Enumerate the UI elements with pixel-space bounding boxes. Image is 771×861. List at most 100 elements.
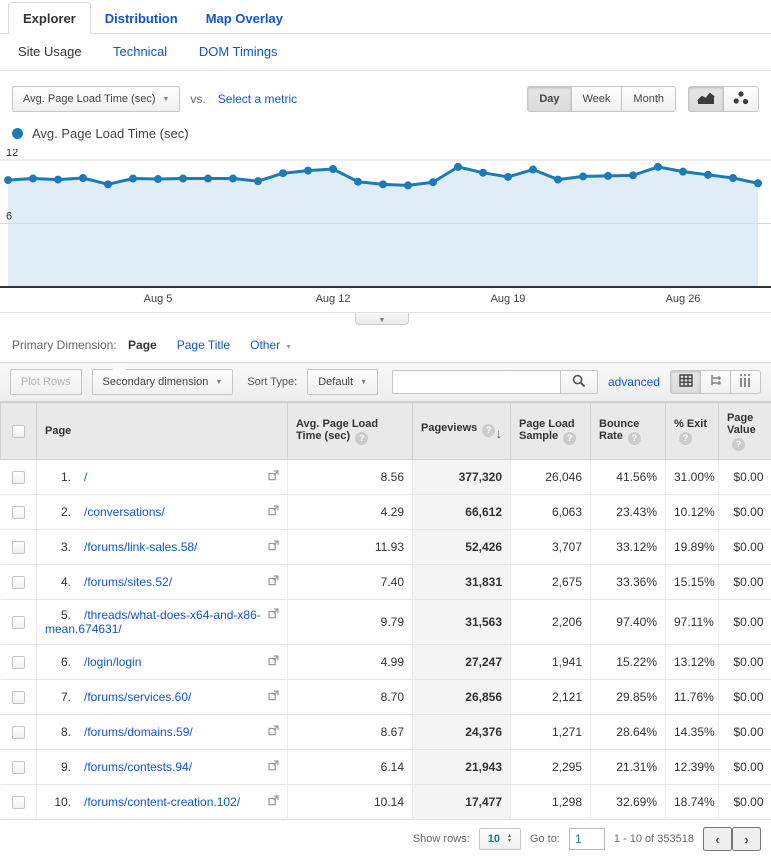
page-link[interactable]: /forums/domains.59/ <box>84 725 193 739</box>
column-header-bounce[interactable]: Bounce Rate? <box>591 403 666 460</box>
data-point[interactable] <box>754 179 762 187</box>
external-link-icon[interactable] <box>268 470 279 484</box>
row-checkbox[interactable] <box>12 761 25 774</box>
row-checkbox[interactable] <box>12 796 25 809</box>
data-point[interactable] <box>629 171 637 179</box>
external-link-icon[interactable] <box>268 655 279 669</box>
row-checkbox[interactable] <box>12 471 25 484</box>
tab-map-overlay[interactable]: Map Overlay <box>192 3 297 33</box>
select-metric-link[interactable]: Select a metric <box>218 92 297 106</box>
data-point[interactable] <box>204 175 212 183</box>
data-point[interactable] <box>604 172 612 180</box>
row-checkbox[interactable] <box>12 541 25 554</box>
motion-chart-view-button[interactable] <box>723 86 759 112</box>
search-button[interactable] <box>560 370 598 394</box>
chart-collapse-button[interactable]: ▼ <box>355 313 409 325</box>
external-link-icon[interactable] <box>268 795 279 809</box>
previous-page-button[interactable]: ‹ <box>703 827 732 851</box>
column-header-avg_load[interactable]: Avg. Page Load Time (sec)? <box>288 403 413 460</box>
page-link[interactable]: /forums/services.60/ <box>84 690 191 704</box>
row-checkbox[interactable] <box>12 576 25 589</box>
next-page-button[interactable]: › <box>732 827 761 851</box>
row-checkbox[interactable] <box>12 656 25 669</box>
help-icon[interactable]: ? <box>732 438 745 451</box>
subnav-technical[interactable]: Technical <box>113 44 167 59</box>
data-point[interactable] <box>554 176 562 184</box>
search-input[interactable] <box>392 370 560 394</box>
help-icon[interactable]: ? <box>355 432 368 445</box>
secondary-dimension-dropdown[interactable]: Secondary dimension ▼ <box>92 369 234 395</box>
row-checkbox[interactable] <box>12 726 25 739</box>
granularity-day-button[interactable]: Day <box>527 86 571 112</box>
external-link-icon[interactable] <box>268 725 279 739</box>
page-link[interactable]: /forums/link-sales.58/ <box>84 540 197 554</box>
subnav-site-usage[interactable]: Site Usage <box>18 44 82 59</box>
metric-selector-dropdown[interactable]: Avg. Page Load Time (sec) ▼ <box>12 86 180 112</box>
dimension-page-title[interactable]: Page Title <box>177 338 230 352</box>
help-icon[interactable]: ? <box>628 432 641 445</box>
tab-distribution[interactable]: Distribution <box>91 3 192 33</box>
data-point[interactable] <box>54 176 62 184</box>
dimension-page[interactable]: Page <box>128 338 157 352</box>
data-point[interactable] <box>429 178 437 186</box>
page-link[interactable]: /forums/sites.52/ <box>84 575 172 589</box>
data-point[interactable] <box>729 174 737 182</box>
column-header-exit[interactable]: % Exit? <box>666 403 719 460</box>
plot-rows-button[interactable]: Plot Rows <box>10 369 82 395</box>
external-link-icon[interactable] <box>268 540 279 554</box>
data-point[interactable] <box>404 181 412 189</box>
help-icon[interactable]: ? <box>563 432 576 445</box>
comparison-view-button[interactable] <box>700 370 731 394</box>
external-link-icon[interactable] <box>268 575 279 589</box>
external-link-icon[interactable] <box>268 608 279 622</box>
data-table-view-button[interactable] <box>670 370 701 394</box>
data-point[interactable] <box>79 174 87 182</box>
select-all-checkbox[interactable] <box>12 425 25 438</box>
pivot-view-button[interactable] <box>730 370 761 394</box>
data-point[interactable] <box>379 180 387 188</box>
row-checkbox[interactable] <box>12 691 25 704</box>
external-link-icon[interactable] <box>268 690 279 704</box>
granularity-month-button[interactable]: Month <box>621 86 676 112</box>
column-header-value[interactable]: Page Value? <box>719 403 771 460</box>
data-point[interactable] <box>129 175 137 183</box>
help-icon[interactable]: ? <box>482 424 495 437</box>
column-header-page[interactable]: Page <box>37 403 288 460</box>
page-link[interactable]: /forums/content-creation.102/ <box>84 795 240 809</box>
data-point[interactable] <box>654 163 662 171</box>
column-header-sample[interactable]: Page Load Sample? <box>511 403 591 460</box>
column-header-pageviews[interactable]: ↓Pageviews? <box>413 403 511 460</box>
page-link[interactable]: /conversations/ <box>84 505 165 519</box>
tab-explorer[interactable]: Explorer <box>8 2 91 34</box>
external-link-icon[interactable] <box>268 505 279 519</box>
dimension-other[interactable]: Other▼ <box>250 338 292 352</box>
page-link[interactable]: / <box>84 470 87 484</box>
page-link[interactable]: /login/login <box>84 655 141 669</box>
page-link[interactable]: /threads/what-does-x64-and-x86-mean.6746… <box>45 608 261 636</box>
data-point[interactable] <box>154 175 162 183</box>
data-point[interactable] <box>504 173 512 181</box>
data-point[interactable] <box>179 175 187 183</box>
data-point[interactable] <box>479 169 487 177</box>
data-point[interactable] <box>704 171 712 179</box>
data-point[interactable] <box>29 175 37 183</box>
data-point[interactable] <box>679 168 687 176</box>
external-link-icon[interactable] <box>268 760 279 774</box>
data-point[interactable] <box>279 169 287 177</box>
data-point[interactable] <box>254 177 262 185</box>
granularity-week-button[interactable]: Week <box>571 86 623 112</box>
data-point[interactable] <box>354 178 362 186</box>
help-icon[interactable]: ? <box>679 432 692 445</box>
data-point[interactable] <box>229 175 237 183</box>
subnav-dom-timings[interactable]: DOM Timings <box>199 44 278 59</box>
sort-type-dropdown[interactable]: Default ▼ <box>307 369 378 395</box>
line-chart-view-button[interactable] <box>688 86 724 112</box>
show-rows-select[interactable]: 10 ▲▼ <box>479 828 521 850</box>
row-checkbox[interactable] <box>12 506 25 519</box>
data-point[interactable] <box>454 163 462 171</box>
data-point[interactable] <box>529 166 537 174</box>
data-point[interactable] <box>4 176 12 184</box>
advanced-search-link[interactable]: advanced <box>608 375 660 389</box>
page-link[interactable]: /forums/contests.94/ <box>84 760 192 774</box>
